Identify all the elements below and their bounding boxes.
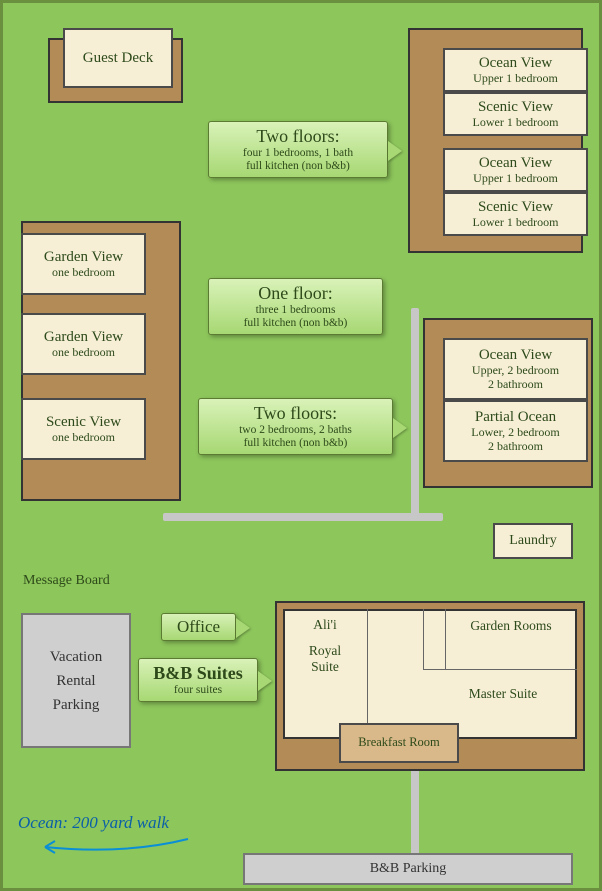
path-vertical-upper [411, 308, 419, 518]
laundry: Laundry [493, 523, 573, 559]
interior-line [423, 609, 424, 669]
building-c-room-0: Ocean View Upper, 2 bedroom 2 bathroom [443, 338, 588, 400]
arrow-icon [236, 618, 250, 638]
bnb-alii: Ali'i [285, 615, 365, 635]
room-title: Ocean View [479, 155, 552, 172]
room-sub: Lower 1 bedroom [473, 216, 559, 229]
bnb-parking: B&B Parking [243, 853, 573, 885]
callout-office: Office [161, 613, 236, 641]
room-sub: one bedroom [52, 431, 115, 444]
parking-label: B&B Parking [370, 858, 447, 880]
bnb-garden: Garden Rooms [447, 615, 575, 637]
building-a-room-2: Ocean View Upper 1 bedroom [443, 148, 588, 192]
callout-two-floors-a: Two floors: four 1 bedrooms, 1 bath full… [208, 121, 388, 178]
building-c-room-1: Partial Ocean Lower, 2 bedroom 2 bathroo… [443, 400, 588, 462]
interior-line [367, 609, 368, 739]
room-title: Scenic View [46, 414, 121, 431]
room-sub: one bedroom [52, 346, 115, 359]
room-sub: Upper, 2 bedroom 2 bathroom [472, 364, 559, 390]
callout-sub: full kitchen (non b&b) [215, 160, 381, 173]
callout-sub: two 2 bedrooms, 2 baths [205, 424, 386, 437]
bnb-master: Master Suite [433, 683, 573, 705]
room-title: Ocean View [479, 347, 552, 364]
arrow-icon [388, 141, 402, 161]
callout-title: Office [166, 617, 231, 637]
building-b-room-0: Garden View one bedroom [21, 233, 146, 295]
room-sub: Lower 1 bedroom [473, 116, 559, 129]
callout-sub: four suites [145, 684, 251, 697]
callout-title: Two floors: [205, 403, 386, 424]
callout-sub: full kitchen (non b&b) [205, 437, 386, 450]
bnb-breakfast: Breakfast Room [339, 723, 459, 763]
interior-line [423, 669, 577, 670]
bnb-royal: Royal Suite [285, 639, 365, 679]
callout-title: One floor: [215, 283, 376, 304]
callout-sub: three 1 bedrooms [215, 304, 376, 317]
breakfast-label: Breakfast Room [358, 736, 440, 750]
callout-sub: four 1 bedrooms, 1 bath [215, 147, 381, 160]
vacation-rental-parking: Vacation Rental Parking [21, 613, 131, 748]
building-b-room-1: Garden View one bedroom [21, 313, 146, 375]
room-sub: Upper 1 bedroom [473, 172, 558, 185]
room-sub: Upper 1 bedroom [473, 72, 558, 85]
path-vertical-lower [411, 763, 419, 863]
room-title: Ocean View [479, 55, 552, 72]
building-b-room-2: Scenic View one bedroom [21, 398, 146, 460]
parking-label: Parking [53, 693, 100, 717]
room-sub: Lower, 2 bedroom 2 bathroom [471, 426, 560, 452]
room-sub: one bedroom [52, 266, 115, 279]
room-title: Garden View [44, 249, 123, 266]
property-map: Guest Deck Ocean View Upper 1 bedroom Sc… [0, 0, 602, 891]
room-title: Scenic View [478, 199, 553, 216]
room-title: Garden View [44, 329, 123, 346]
building-a-room-3: Scenic View Lower 1 bedroom [443, 192, 588, 236]
callout-title: B&B Suites [145, 663, 251, 684]
callout-suites: B&B Suites four suites [138, 658, 258, 702]
guest-deck-label: Guest Deck [83, 50, 153, 67]
callout-two-floors-c: Two floors: two 2 bedrooms, 2 baths full… [198, 398, 393, 455]
callout-sub: full kitchen (non b&b) [215, 317, 376, 330]
path-horizontal [163, 513, 443, 521]
arrow-icon [393, 418, 407, 438]
building-a-room-1: Scenic View Lower 1 bedroom [443, 92, 588, 136]
building-a-room-0: Ocean View Upper 1 bedroom [443, 48, 588, 92]
ocean-label: Ocean: 200 yard walk [18, 813, 169, 833]
parking-label: Vacation [50, 645, 102, 669]
message-board-label: Message Board [23, 573, 110, 589]
guest-deck: Guest Deck [63, 28, 173, 88]
room-title: Partial Ocean [475, 409, 556, 426]
callout-one-floor: One floor: three 1 bedrooms full kitchen… [208, 278, 383, 335]
arrow-icon [258, 671, 272, 691]
interior-line [445, 609, 446, 669]
laundry-label: Laundry [509, 533, 556, 549]
parking-label: Rental [56, 669, 95, 693]
room-title: Scenic View [478, 99, 553, 116]
ocean-arrow-icon [33, 835, 193, 859]
callout-title: Two floors: [215, 126, 381, 147]
